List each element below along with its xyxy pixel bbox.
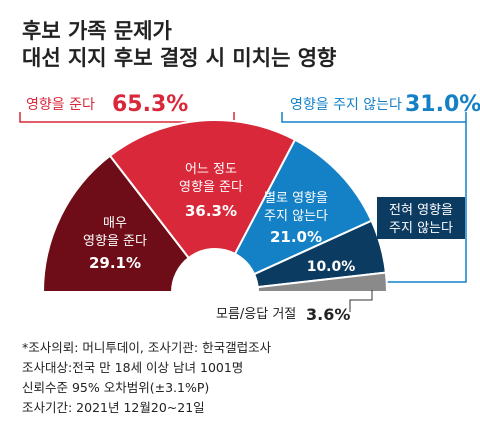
not-affect-group-label: 영향을 주지 않는다 <box>290 97 402 113</box>
slice-none-callout-box <box>377 197 465 239</box>
slice-some-label-1: 어느 정도 <box>185 162 237 177</box>
affect-group-label: 영향을 준다 <box>26 97 95 113</box>
slice-some <box>108 119 297 260</box>
slice-very-strong <box>41 154 191 293</box>
not-affect-bracket <box>281 112 467 123</box>
slice-none-value: 10.0% <box>307 259 356 275</box>
slice-not-much-label-2: 주지 않는다 <box>264 209 328 224</box>
survey-notes: *조사의뢰: 머니투데이, 조사기관: 한국갤럽조사 조사대상:전국 만 18세… <box>22 338 271 418</box>
slices <box>41 119 389 293</box>
slice-some-value: 36.3% <box>185 202 237 220</box>
affect-group-value: 65.3% <box>112 92 188 117</box>
slice-not-much-label-1: 별로 영향을 <box>264 191 328 206</box>
slice-none-label-2: 주지 않는다 <box>389 221 453 236</box>
title-line-2: 대선 지지 후보 결정 시 미치는 영향 <box>22 46 337 70</box>
slice-some-label-2: 영향을 준다 <box>179 180 243 195</box>
affect-bracket <box>19 112 235 123</box>
slice-very-strong-label-1: 매우 <box>103 216 127 231</box>
slice-dk <box>256 271 389 293</box>
not-affect-group-value: 31.0% <box>405 92 480 117</box>
slice-dk-label: 모름/응답 거절 <box>216 307 296 322</box>
note-line: 조사기간: 2021년 12월20~21일 <box>22 400 205 415</box>
slice-very-strong-value: 29.1% <box>89 254 141 272</box>
slice-none-label-1: 전혀 영향을 <box>389 203 453 218</box>
note-line: 조사대상:전국 만 18세 이상 남녀 1001명 <box>22 360 244 375</box>
dk-leader-line <box>349 290 373 312</box>
note-line: 신뢰수준 95% 오차범위(±3.1%P) <box>22 380 210 395</box>
slice-dk-value: 3.6% <box>306 305 350 324</box>
slice-very-strong-label-2: 영향을 준다 <box>83 234 147 249</box>
chart-title: 후보 가족 문제가 대선 지지 후보 결정 시 미치는 영향 <box>22 18 336 72</box>
note-line: *조사의뢰: 머니투데이, 조사기관: 한국갤럽조사 <box>22 340 272 355</box>
slice-not-much-value: 21.0% <box>270 228 322 246</box>
title-line-1: 후보 가족 문제가 <box>22 19 172 43</box>
not-affect-side-bracket <box>380 122 467 283</box>
slice-not-much <box>233 138 373 276</box>
